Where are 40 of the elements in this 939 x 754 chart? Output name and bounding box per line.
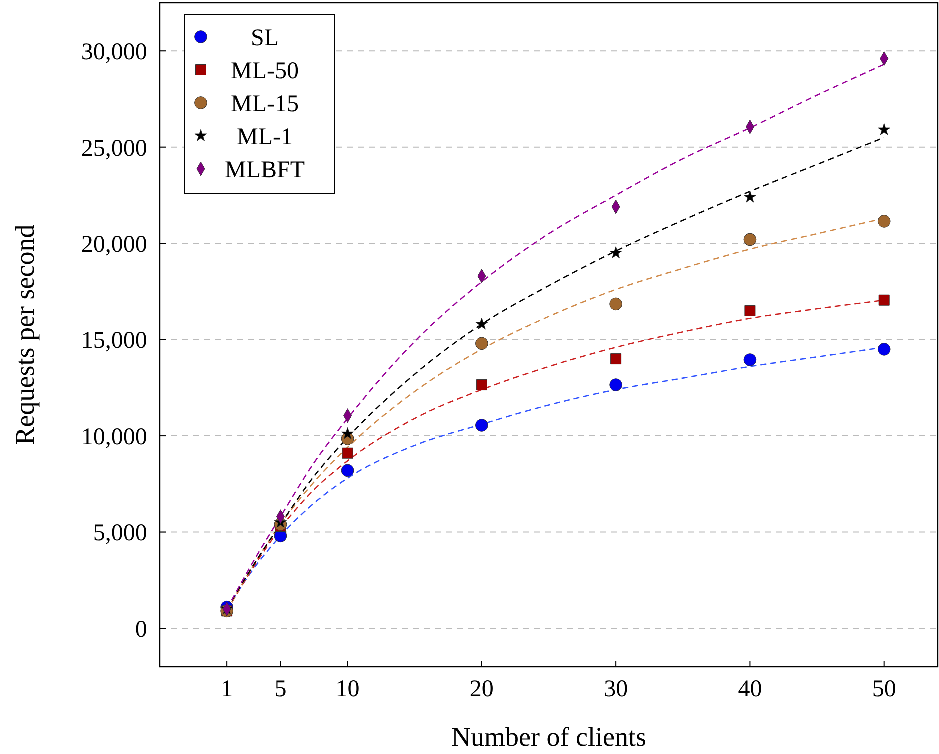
x-axis-title: Number of clients xyxy=(452,722,646,752)
point xyxy=(476,337,488,350)
point xyxy=(878,215,891,228)
point xyxy=(342,448,354,459)
point xyxy=(744,354,757,366)
y-tick-label: 5,000 xyxy=(93,520,148,547)
x-tick-label: 1 xyxy=(221,676,234,702)
x-tick-label: 10 xyxy=(336,676,360,702)
point xyxy=(610,354,622,365)
x-tick-label: 5 xyxy=(274,676,287,702)
point xyxy=(878,343,891,356)
legend-label: ML-15 xyxy=(231,91,299,118)
y-axis-title: Requests per second xyxy=(10,224,40,446)
x-tick-label: 30 xyxy=(604,676,628,702)
point xyxy=(341,464,354,478)
legend-label: ML-1 xyxy=(237,124,293,150)
point xyxy=(878,294,890,306)
legend-label: SL xyxy=(250,25,280,52)
x-tick-label: 20 xyxy=(470,676,494,702)
y-tick-label: 10,000 xyxy=(81,424,148,450)
point xyxy=(342,428,354,440)
point xyxy=(610,378,622,392)
point xyxy=(476,318,488,330)
point xyxy=(610,246,622,259)
point xyxy=(476,380,488,391)
legend-label: ML-50 xyxy=(231,58,299,84)
y-tick-label: 25,000 xyxy=(81,136,148,162)
point xyxy=(744,233,757,246)
y-tick-label: 0 xyxy=(135,616,148,643)
y-tick-label: 30,000 xyxy=(81,40,148,66)
x-tick-label: 40 xyxy=(738,676,762,702)
legend-label: MLBFT xyxy=(224,157,306,184)
y-tick-label: 20,000 xyxy=(81,232,148,258)
point xyxy=(610,298,622,311)
point xyxy=(744,190,756,203)
x-tick-label: 50 xyxy=(872,676,896,702)
point xyxy=(878,123,891,136)
point xyxy=(476,419,488,432)
point xyxy=(744,305,756,316)
y-tick-label: 15,000 xyxy=(81,328,148,354)
